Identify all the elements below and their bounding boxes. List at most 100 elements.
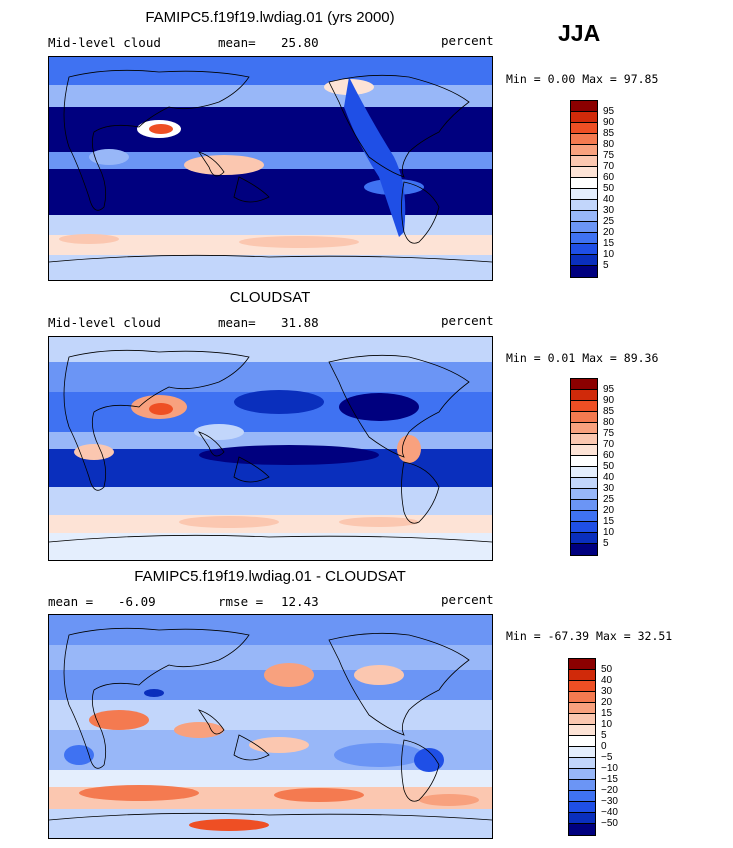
colorbar-swatch [571,101,597,112]
colorbar-swatch [571,379,597,390]
colorbar-tick-label: 5 [603,538,609,549]
colorbar-tick-label: 30 [603,483,615,494]
colorbar-swatch [571,145,597,156]
panel3-max-label: Max = [596,629,631,643]
colorbar-tick-label: 70 [603,439,615,450]
panel3-minmax: Min = -67.39 Max = 32.51 [506,629,672,643]
panel3-colorbar: 50 40 30 20 15 10 5 0 −5 −10 −15 −20 −30 −40 −50 [568,658,618,836]
panel1-mean-label: mean= [218,35,256,50]
colorbar-swatch [571,478,597,489]
colorbar-tick-label: 5 [601,730,607,741]
colorbar-swatch [569,791,595,802]
colorbar-swatch [571,445,597,456]
colorbar-swatch [571,412,597,423]
colorbar-tick-label: −15 [601,774,618,785]
colorbar-tick-label: 20 [601,697,613,708]
panel1-min-label: Min = [506,72,541,86]
panel1-map-svg [49,57,492,280]
panel2-minmax: Min = 0.01 Max = 89.36 [506,351,658,365]
colorbar-tick-label: −30 [601,796,618,807]
colorbar-tick-label: 5 [603,260,609,271]
panel1-max-value: 97.85 [623,72,659,86]
colorbar-tick-label: −20 [601,785,618,796]
panel2-mean-value: 31.88 [281,315,319,330]
colorbar-swatch [571,156,597,167]
colorbar-swatch [571,467,597,478]
colorbar-tick-label: 90 [603,117,615,128]
colorbar-swatch [571,401,597,412]
panel1-field-label: Mid-level cloud [48,35,161,50]
colorbar-tick-label: 15 [601,708,613,719]
colorbar-swatch [569,692,595,703]
panel3-map-svg [49,615,492,838]
colorbar-tick-label: 60 [603,450,615,461]
colorbar-tick-label: 75 [603,428,615,439]
colorbar-swatch [571,500,597,511]
colorbar-swatch [569,736,595,747]
colorbar-tick-label: 15 [603,516,615,527]
panel1-mean-value: 25.80 [281,35,319,50]
colorbar-swatch [571,134,597,145]
colorbar-tick-label: 50 [603,461,615,472]
panel3-units: percent [441,592,494,607]
colorbar-swatch [569,659,595,670]
panel3-mean-label: mean = [48,594,94,609]
colorbar-tick-label: 50 [603,183,615,194]
panel2-mean-label: mean= [218,315,256,330]
colorbar-swatch [571,266,597,277]
colorbar-swatch [571,533,597,544]
colorbar-tick-label: 85 [603,128,615,139]
colorbar-swatch [569,769,595,780]
colorbar-tick-label: 10 [603,249,615,260]
colorbar-tick-label: 90 [603,395,615,406]
panel3-min-value: -67.39 [547,629,590,643]
colorbar-swatch [569,725,595,736]
panel1-colorbar: 95 90 85 80 75 70 60 50 40 30 25 20 15 10 5 [570,100,614,278]
colorbar-tick-label: −50 [601,818,618,829]
season-label: JJA [558,20,601,46]
colorbar-tick-label: −5 [601,752,613,763]
panel2-max-label: Max = [582,351,617,365]
colorbar-tick-label: 80 [603,417,615,428]
colorbar-swatch [571,123,597,134]
panel1-units: percent [441,33,494,48]
colorbar-tick-label: 40 [603,472,615,483]
panel3-title: FAMIPC5.f19f19.lwdiag.01 - CLOUDSAT [134,568,406,585]
colorbar-tick-label: 30 [603,205,615,216]
colorbar-tick-label: 10 [601,719,613,730]
colorbar-swatch [571,244,597,255]
colorbar-swatch [569,824,595,835]
colorbar-swatch [571,211,597,222]
panel3-mean-value: -6.09 [118,594,156,609]
colorbar-swatch [569,802,595,813]
panel2-max-value: 89.36 [623,351,659,365]
panel2-min-value: 0.01 [547,351,576,365]
colorbar-swatch [571,434,597,445]
colorbar-swatch [571,233,597,244]
colorbar-tick-label: 30 [601,686,613,697]
colorbar-tick-label: 40 [603,194,615,205]
panel2-min-label: Min = [506,351,541,365]
colorbar-swatch [571,178,597,189]
colorbar-tick-label: 10 [603,527,615,538]
panel2-map-svg [49,337,492,560]
colorbar-tick-label: −40 [601,807,618,818]
colorbar-swatch [569,670,595,681]
colorbar-swatch [571,167,597,178]
colorbar-tick-label: 40 [601,675,613,686]
colorbar-tick-label: 20 [603,227,615,238]
colorbar-box [570,378,598,556]
colorbar-box [570,100,598,278]
colorbar-swatch [571,522,597,533]
colorbar-swatch [571,200,597,211]
panel1-map [48,56,493,281]
panel2-colorbar: 95 90 85 80 75 70 60 50 40 30 25 20 15 10 5 [570,378,614,556]
colorbar-tick-label: 95 [603,106,615,117]
colorbar-tick-label: 75 [603,150,615,161]
colorbar-tick-label: 15 [603,238,615,249]
colorbar-tick-label: 25 [603,494,615,505]
panel2-title: CLOUDSAT [229,289,311,306]
colorbar-swatch [571,544,597,555]
panel1-minmax: Min = 0.00 Max = 97.85 [506,72,658,86]
colorbar-swatch [571,456,597,467]
